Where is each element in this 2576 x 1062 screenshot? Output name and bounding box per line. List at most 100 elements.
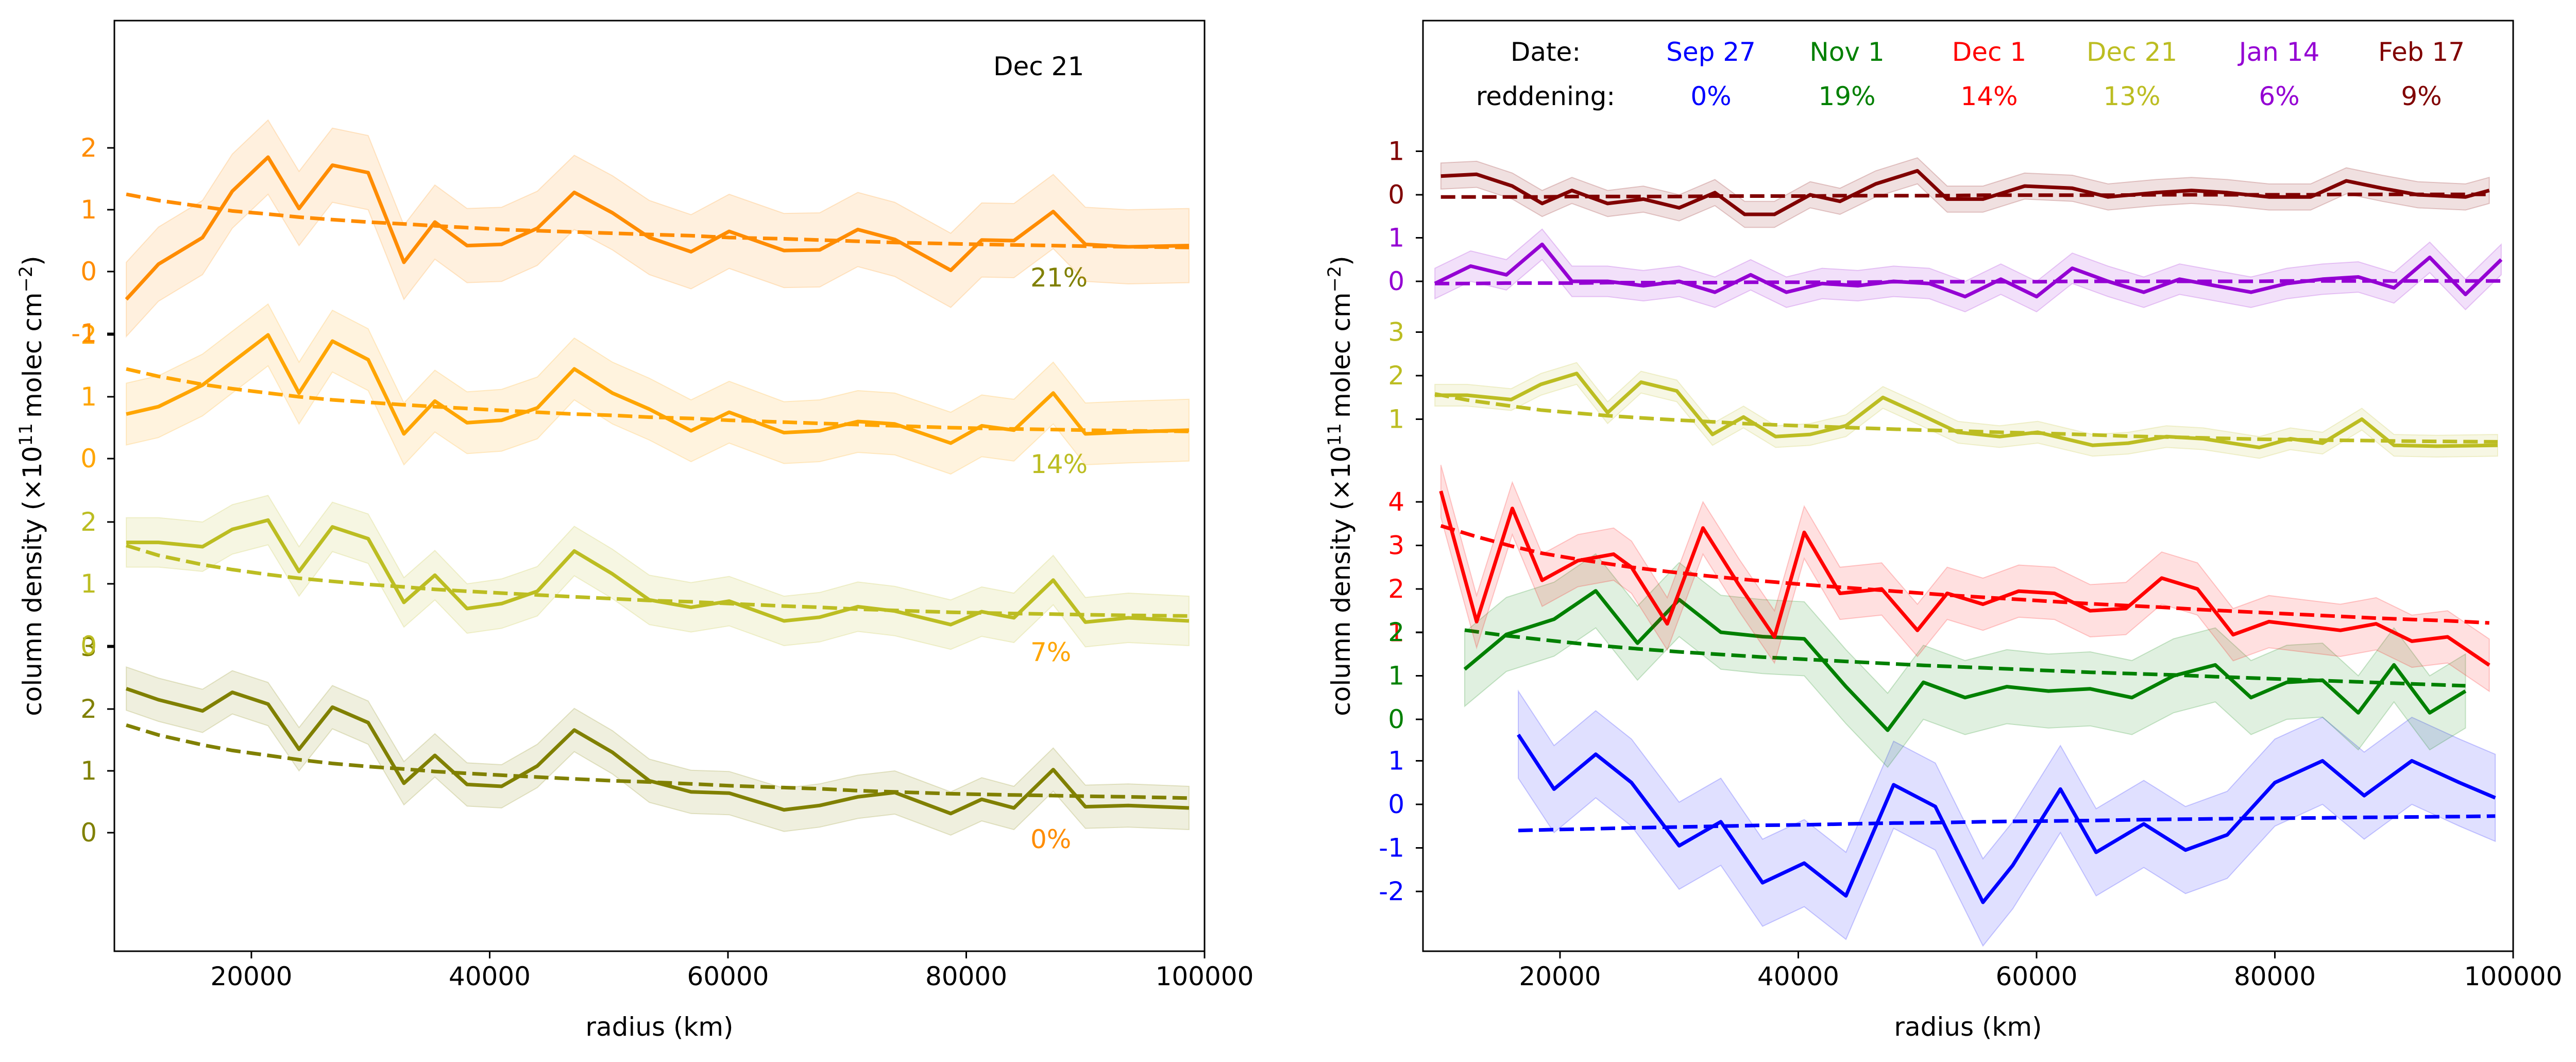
left-series-21-fit-line [126, 723, 1189, 800]
right-series-dec-1-line [1439, 490, 2490, 667]
right-y-label-text: column density (×10 [1326, 446, 1356, 716]
right-y-tick-label-sep-27-3: 1 [1388, 746, 1404, 776]
left-series-14-error-band [126, 495, 1190, 650]
left-y-tick-label-0-2: 1 [80, 195, 97, 225]
left-series-7-line [126, 333, 1190, 445]
left-y-label-unit: molec cm [18, 292, 47, 418]
right-axes-frame [1422, 20, 2514, 952]
left-x-tick-label-100000: 100000 [1156, 962, 1254, 991]
right-y-tick-label-feb-17-0: 0 [1388, 180, 1404, 210]
right-y-tick-label-dec-1-2: 3 [1388, 531, 1404, 561]
left-y-tick-label-21-1: 1 [80, 756, 97, 786]
left-y-tick-label-7-1: 1 [80, 382, 97, 412]
header-reddening-nov-1: 19% [1818, 81, 1875, 111]
header-reddening-dec-1: 14% [1960, 81, 2018, 111]
left-panel-date-annotation: Dec 21 [993, 52, 1084, 81]
left-y-axis-label: column density (×1011 molec cm−2) [16, 256, 47, 716]
right-x-tick-label-60000: 60000 [1995, 962, 2077, 991]
right-y-tick-label-dec-21-2: 3 [1388, 317, 1404, 347]
left-y-tick-label-14-0: 0 [80, 631, 97, 661]
right-y-tick-label-jan-14-0: 0 [1388, 266, 1404, 296]
right-x-tick-label-40000: 40000 [1757, 962, 1839, 991]
left-plot-area: 21% 14% 7% 0% [125, 119, 1190, 854]
left-series-7-error-band [126, 303, 1190, 475]
left-y-tick-label-7-0: 0 [80, 444, 97, 474]
header-date-dec-21: Dec 21 [2087, 37, 2177, 67]
right-y-tick-label-feb-17-1: 1 [1388, 137, 1404, 166]
right-x-axis-ticks: 20000 40000 60000 80000 100000 [1519, 951, 2562, 991]
right-y-tick-label-nov-1-0: 0 [1388, 704, 1404, 734]
left-series-0-line [125, 155, 1189, 301]
left-series-21-error-band [126, 666, 1190, 836]
left-panel: 21% 14% 7% 0% 20000 40000 60000 80000 100000 0 1… [16, 20, 1253, 1042]
left-y-tick-label-21-0: 0 [80, 818, 97, 848]
right-series-sep-27-line [1517, 733, 2496, 904]
left-y-label-exponent: 11 [16, 423, 37, 446]
left-y-label-unit-exponent: −2 [16, 266, 37, 293]
right-x-tick-label-20000: 20000 [1519, 962, 1601, 991]
left-x-tick-label-40000: 40000 [449, 962, 531, 991]
right-y-label-close: ) [1326, 256, 1356, 266]
left-x-tick-label-60000: 60000 [687, 962, 769, 991]
right-y-axis-label: column density (×1011 molec cm−2) [1325, 256, 1356, 716]
header-date-dec-1: Dec 1 [1952, 37, 2026, 67]
right-series-sep-27-fit-line [1518, 814, 2496, 833]
right-series-dec-1-fit-line [1440, 524, 2489, 625]
right-x-tick-label-100000: 100000 [2464, 962, 2563, 991]
left-x-tick-label-80000: 80000 [925, 962, 1007, 991]
right-y-tick-label-jan-14-1: 1 [1388, 223, 1404, 253]
left-y-tick-label-21-3: 3 [80, 632, 97, 662]
left-y-label-close: ) [18, 256, 47, 266]
header-date-jan-14: Jan 14 [2238, 37, 2320, 67]
right-y-tick-label-sep-27-2: 0 [1388, 789, 1404, 819]
right-plot-area [1434, 157, 2503, 947]
right-y-tick-label-dec-1-1: 2 [1388, 574, 1404, 604]
left-series-label-14: 14% [1030, 449, 1088, 479]
left-y-label-text: column density (×10 [18, 446, 47, 716]
left-y-tick-label-7-2: 2 [80, 320, 97, 350]
right-series-dec-1-error-band [1440, 464, 2490, 693]
left-y-tick-label-0-1: 0 [80, 257, 97, 286]
left-axes-frame [113, 20, 1206, 952]
right-series-feb-17-line [1440, 169, 2490, 216]
left-series-0-error-band [126, 119, 1190, 338]
right-y-tick-label-dec-1-0: 1 [1388, 618, 1404, 648]
header-date-sep-27: Sep 27 [1666, 37, 1756, 67]
right-series-jan-14-error-band [1434, 228, 2502, 313]
right-y-tick-label-nov-1-2: 2 [1388, 617, 1404, 647]
header-date-feb-17: Feb 17 [2378, 37, 2465, 67]
left-series-21-line [125, 687, 1190, 816]
right-y-label-unit: molec cm [1326, 292, 1356, 418]
right-y-tick-label-dec-1-3: 4 [1388, 487, 1404, 517]
left-y-tick-label-21-2: 2 [80, 694, 97, 724]
right-y-tick-label-sep-27-1: -1 [1379, 833, 1404, 863]
right-y-tick-label-nov-1-1: 1 [1388, 661, 1404, 691]
right-y-tick-label-sep-27-0: -2 [1379, 876, 1404, 906]
header-date-nov-1: Nov 1 [1809, 37, 1884, 67]
right-series-nov-1-error-band [1464, 553, 2466, 768]
left-series-label-0: 0% [1030, 824, 1071, 854]
header-date-label: Date: [1511, 37, 1581, 67]
header-reddening-feb-17: 9% [2401, 81, 2442, 111]
left-x-axis-label: radius (km) [585, 1012, 733, 1042]
left-x-axis-ticks: 20000 40000 60000 80000 100000 [210, 951, 1253, 991]
left-y-tick-label-14-1: 1 [80, 569, 97, 599]
right-y-label-unit-exponent: −2 [1325, 266, 1345, 293]
right-series-feb-17-error-band [1440, 157, 2490, 228]
right-series-dec-21-line [1435, 372, 2498, 449]
right-x-axis-label: radius (km) [1894, 1012, 2042, 1042]
left-series-14-line [126, 518, 1190, 627]
right-y-tick-label-dec-21-1: 2 [1388, 361, 1404, 391]
header-reddening-jan-14: 6% [2259, 81, 2299, 111]
right-y-tick-label-dec-21-0: 1 [1388, 404, 1404, 434]
right-panel-legend-header: Date: reddening: Sep 27 0% Nov 1 19% Dec 1 14… [1476, 37, 2465, 111]
left-y-tick-label-0-0: -1 [71, 318, 97, 348]
right-series-jan-14-line [1434, 242, 2503, 299]
left-series-label-7: 7% [1030, 637, 1071, 667]
left-series-label-21: 21% [1030, 263, 1088, 293]
header-reddening-label: reddening: [1476, 81, 1615, 111]
right-series-nov-1-line [1463, 589, 2467, 732]
